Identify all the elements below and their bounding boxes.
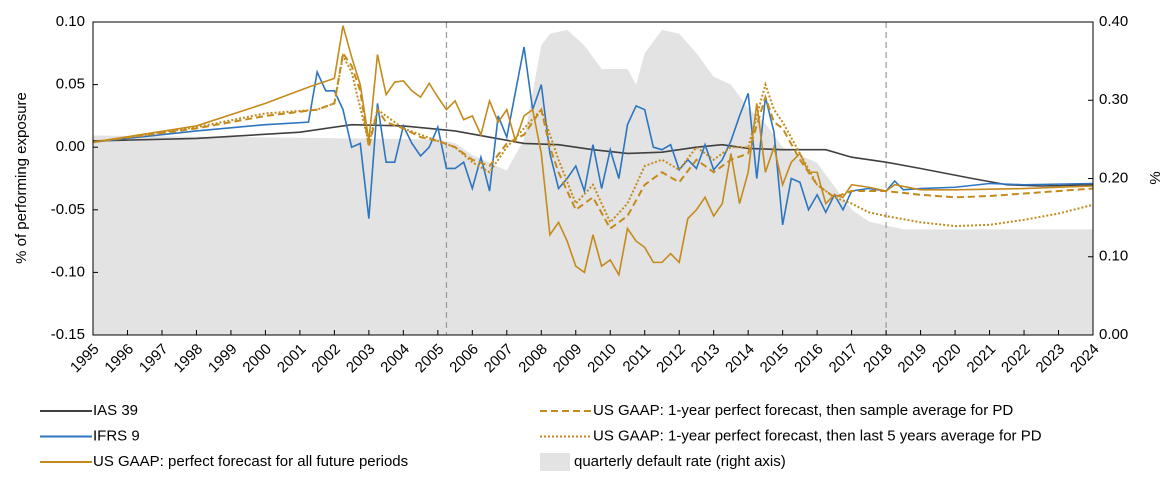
legend-item: quarterly default rate (right axis) [540,453,786,471]
legend-item: IAS 39 [40,402,138,419]
x-tick-label: 2009 [550,341,586,377]
x-tick-label: 2002 [308,341,344,377]
x-tick-label: 2021 [964,341,1000,377]
area [93,29,1093,335]
line [92,25,1094,278]
y2-tick-label: 0.40 [1099,13,1128,30]
legend-label: IFRS 9 [93,427,140,444]
x-tick-label: 2006 [446,341,482,377]
x-tick-label: 2011 [620,341,655,376]
legend-label: US GAAP: perfect forecast for all future… [93,453,408,470]
legend-item: US GAAP: 1-year perfect forecast, then s… [540,402,1013,419]
x-tick-label: 1998 [170,341,206,377]
x-tick-label: 2008 [515,341,551,377]
x-tick-label: 2014 [722,341,758,377]
line [92,46,1094,225]
x-tick-label: 2005 [412,341,448,377]
x-tick-label: 2012 [653,341,689,377]
x-tick-label: 1997 [136,341,172,377]
legend-swatch [540,453,570,471]
x-tick-label: 2013 [688,341,724,377]
x-tick-label: 2019 [895,341,931,377]
x-tick-label: 2007 [481,341,517,377]
legend-item: US GAAP: 1-year perfect forecast, then l… [540,427,1042,444]
y-tick-label: -0.15 [51,326,85,343]
x-tick-label: 1996 [101,341,137,377]
x-tick-label: 1999 [205,341,241,377]
legend-label: quarterly default rate (right axis) [574,453,786,470]
x-tick-label: 2017 [826,341,862,377]
y-tick-label: 0.00 [56,138,85,155]
x-tick-label: 2016 [791,341,827,377]
x-tick-label: 2020 [929,341,965,377]
y2-tick-label: 0.00 [1099,326,1128,343]
line [92,50,1094,231]
y-tick-label: -0.05 [51,201,85,218]
x-tick-label: 2004 [377,341,413,377]
legend-label: IAS 39 [93,402,138,419]
y-tick-label: 0.10 [56,13,85,30]
y2-axis-label: % [1147,171,1164,184]
x-tick-label: 2000 [239,341,275,377]
legend-label: US GAAP: 1-year perfect forecast, then l… [593,427,1042,444]
legend-item: IFRS 9 [40,427,140,444]
y2-tick-label: 0.10 [1099,248,1128,265]
y2-tick-label: 0.20 [1099,169,1128,186]
legend-item: US GAAP: perfect forecast for all future… [40,453,408,470]
line [92,52,1094,228]
x-tick-label: 2024 [1067,341,1103,377]
x-tick-label: 2022 [998,341,1034,377]
y-tick-label: 0.05 [56,76,85,93]
x-tick-label: 2015 [757,341,793,377]
x-tick-label: 2023 [1033,341,1069,377]
x-tick-label: 2018 [860,341,896,377]
x-tick-label: 1995 [67,341,103,377]
x-tick-label: 2001 [274,341,310,377]
y-tick-label: -0.10 [51,263,85,280]
x-tick-label: 2010 [584,341,620,377]
y-axis-label: % of performing exposure [13,92,30,264]
y2-tick-label: 0.30 [1099,91,1128,108]
legend-label: US GAAP: 1-year perfect forecast, then s… [593,402,1013,419]
x-tick-label: 2003 [343,341,379,377]
